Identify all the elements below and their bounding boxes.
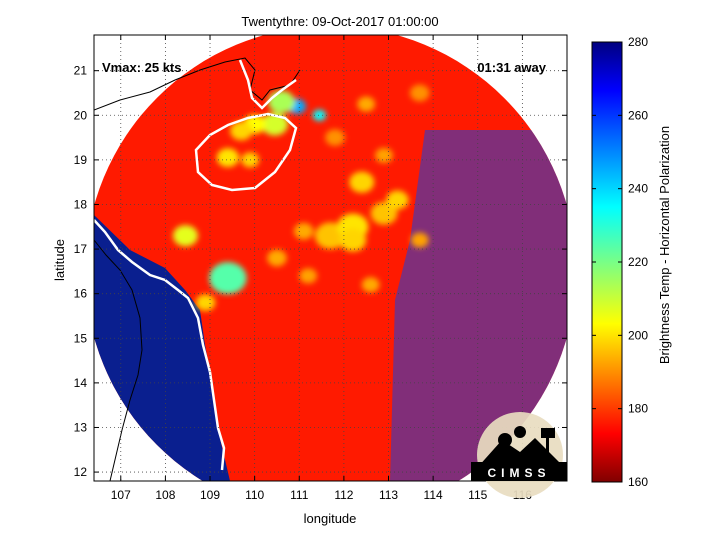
colorbar-tick-label: 180 <box>628 402 648 416</box>
colorbar: 160 180 200 220 240 260 280 Brightness Temp - … <box>591 35 672 489</box>
colorbar-tick-label: 280 <box>628 35 648 49</box>
convective-cell <box>261 112 289 136</box>
convective-cell <box>209 262 247 295</box>
y-tick-label: 18 <box>74 197 88 211</box>
x-tick-label: 115 <box>468 488 487 502</box>
y-tick-label: 16 <box>74 287 88 301</box>
colorbar-gradient <box>591 41 623 483</box>
cimss-logo: CIMSS <box>471 412 567 498</box>
y-tick-label: 14 <box>74 376 88 390</box>
x-tick-label: 112 <box>334 488 353 502</box>
grid <box>94 35 567 481</box>
y-axis: 12 13 14 15 16 17 18 19 20 21 <box>74 64 567 479</box>
y-axis-label: latitude <box>52 239 67 281</box>
convective-cell <box>293 222 314 240</box>
convective-cell <box>370 202 398 225</box>
y-tick-label: 13 <box>74 420 88 434</box>
x-tick-label: 114 <box>424 488 443 502</box>
x-tick-label: 109 <box>200 488 220 502</box>
colorbar-tick-label: 260 <box>628 108 648 122</box>
y-tick-label: 17 <box>74 242 88 256</box>
convective-cell <box>325 129 345 146</box>
x-tick-label: 113 <box>379 488 398 502</box>
y-tick-label: 15 <box>74 331 88 345</box>
y-tick-label: 19 <box>74 153 88 167</box>
colorbar-tick-label: 160 <box>628 475 648 489</box>
colorbar-label: Brightness Temp - Horizontal Polarizatio… <box>657 126 672 364</box>
convective-cell <box>339 228 367 252</box>
convective-cell <box>267 249 287 267</box>
plot-frame <box>93 34 568 482</box>
y-tick-label: 21 <box>74 64 88 78</box>
convective-cell <box>349 171 375 193</box>
x-tick-label: 110 <box>245 488 264 502</box>
swath-edge-strip <box>390 130 567 481</box>
coastline <box>94 57 301 481</box>
x-tick-label: 108 <box>155 488 175 502</box>
convective-cell <box>361 277 380 293</box>
logo-text: CIMSS <box>487 466 550 480</box>
convective-cell <box>409 84 430 102</box>
x-axis-label: longitude <box>304 511 357 526</box>
convective-cell <box>312 109 327 121</box>
convective-cell <box>172 225 198 247</box>
colorbar-tick-label: 220 <box>628 255 648 269</box>
y-tick-label: 20 <box>74 108 88 122</box>
chart-title: Twentythre: 09-Oct-2017 01:00:00 <box>241 14 438 29</box>
convective-cell <box>299 268 318 284</box>
vmax-annotation: Vmax: 25 kts <box>102 60 182 75</box>
time-away-annotation: 01:31 away <box>477 60 546 75</box>
convective-cell <box>357 96 376 112</box>
convective-cell <box>410 232 429 248</box>
colorbar-tick-label: 240 <box>628 182 648 196</box>
convective-cell <box>195 294 216 311</box>
convective-cell <box>268 90 295 114</box>
convective-cell <box>375 147 393 164</box>
y-tick-label: 12 <box>74 465 88 479</box>
colorbar-tick-label: 200 <box>628 328 648 342</box>
x-tick-label: 111 <box>290 488 309 502</box>
convective-cell <box>386 190 409 210</box>
convective-cell <box>230 121 253 141</box>
convective-cell <box>216 148 240 168</box>
x-tick-label: 107 <box>111 488 131 502</box>
